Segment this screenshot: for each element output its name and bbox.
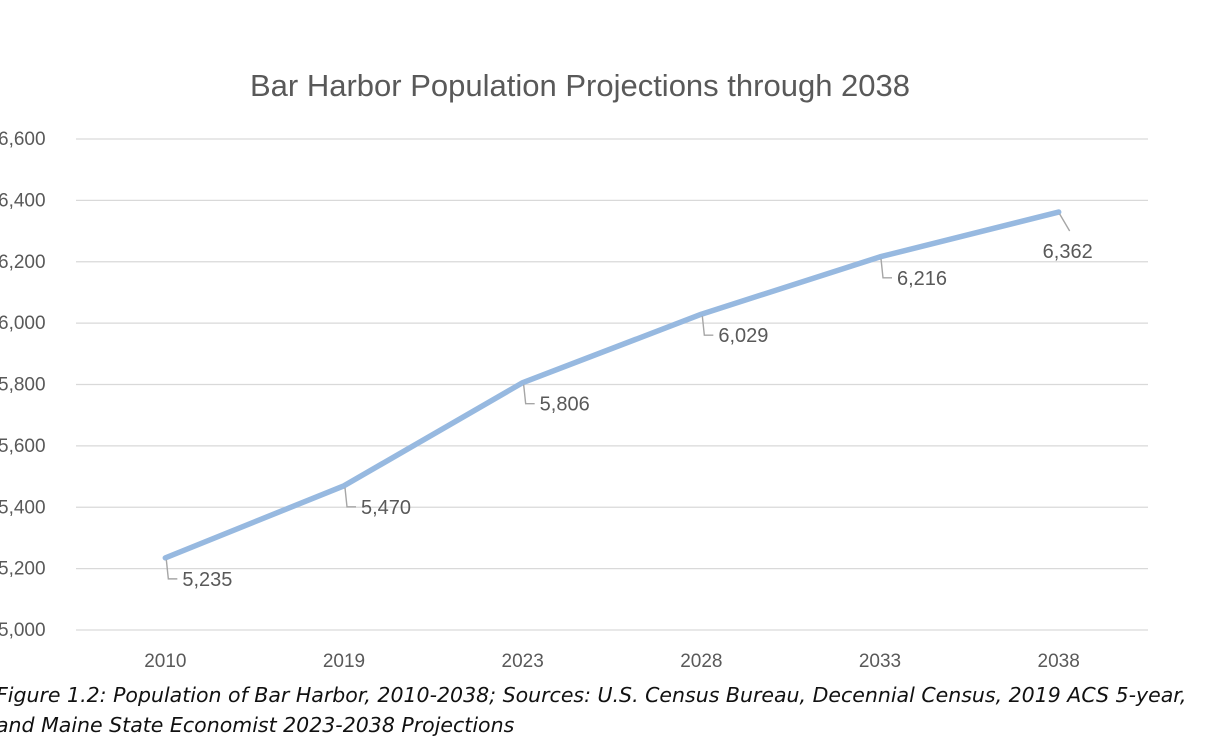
leader-line (880, 258, 892, 279)
gridlines (76, 138, 1148, 631)
leader-line (701, 316, 714, 336)
y-tick-label: 6,400 (0, 190, 46, 211)
series-line-path (162, 209, 1062, 561)
leader-line (1059, 213, 1071, 232)
y-tick-label: 5,600 (0, 436, 46, 457)
data-label: 6,216 (897, 268, 947, 290)
y-tick-label: 5,800 (0, 375, 46, 396)
y-tick-label: 5,400 (0, 497, 46, 518)
data-label: 5,806 (540, 394, 590, 416)
caption-line-1: Figure 1.2: Population of Bar Harbor, 20… (0, 683, 1187, 707)
leader-line (344, 487, 356, 508)
chart-title: Bar Harbor Population Projections throug… (250, 68, 910, 103)
y-tick-label: 6,200 (0, 252, 46, 273)
y-tick-label: 6,600 (0, 129, 46, 150)
series-line (162, 209, 1062, 561)
x-tick-label: 2038 (1038, 651, 1080, 672)
x-tick-label: 2010 (144, 651, 186, 672)
x-tick-label: 2033 (859, 651, 901, 672)
caption-line-2: and Maine State Economist 2023-2038 Proj… (0, 713, 515, 737)
data-label: 6,029 (718, 325, 768, 347)
data-label: 5,235 (182, 569, 232, 591)
y-tick-label: 5,200 (0, 559, 46, 580)
leader-line (522, 384, 535, 405)
leader-line (165, 559, 178, 580)
data-label: 6,362 (1043, 241, 1093, 263)
x-axis-ticks: 2010 2019 2023 2028 2033 2038 (144, 651, 1080, 672)
y-tick-label: 6,000 (0, 313, 46, 334)
y-tick-label: 5,000 (0, 620, 46, 641)
figure-caption: Figure 1.2: Population of Bar Harbor, 20… (0, 680, 1216, 740)
x-tick-label: 2023 (502, 651, 544, 672)
x-tick-label: 2019 (323, 651, 365, 672)
y-axis-ticks: 5,000 5,200 5,400 5,600 5,800 6,000 6,200 6,400… (0, 129, 46, 641)
x-tick-label: 2028 (680, 651, 722, 672)
data-label: 5,470 (361, 497, 411, 519)
data-labels: 5,235 5,470 5,806 6,029 6,216 6,362 (165, 213, 1093, 591)
